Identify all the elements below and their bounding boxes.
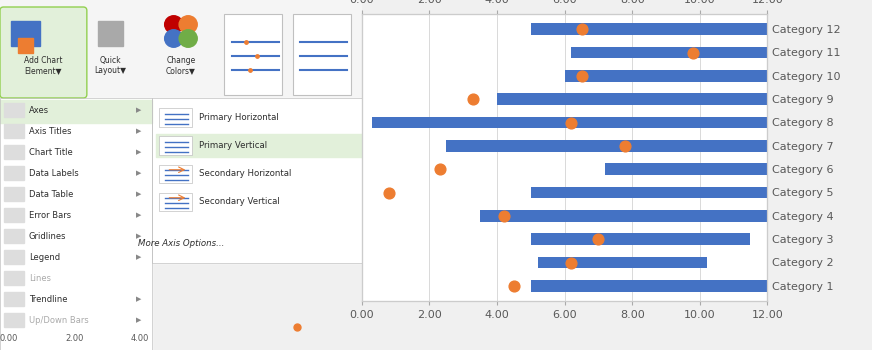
Bar bbox=[3, 145, 24, 159]
Text: ▶: ▶ bbox=[136, 170, 141, 176]
Text: 4.00: 4.00 bbox=[130, 334, 148, 343]
Point bbox=[686, 50, 700, 55]
Bar bbox=[0, 98, 152, 350]
Bar bbox=[531, 23, 767, 35]
Point bbox=[564, 120, 578, 125]
Bar bbox=[152, 98, 362, 262]
Text: Primary Vertical: Primary Vertical bbox=[199, 141, 267, 150]
Text: Data Table: Data Table bbox=[29, 190, 73, 199]
Point bbox=[433, 166, 446, 172]
Bar bbox=[480, 210, 767, 222]
Point bbox=[250, 53, 264, 59]
Bar bbox=[3, 250, 24, 264]
Text: Axis Titles: Axis Titles bbox=[29, 127, 72, 136]
Point bbox=[239, 39, 253, 45]
Bar bbox=[571, 47, 767, 58]
Text: ▶: ▶ bbox=[136, 254, 141, 260]
Point bbox=[497, 213, 511, 219]
Text: Secondary Vertical: Secondary Vertical bbox=[199, 197, 280, 206]
Text: ▶: ▶ bbox=[136, 107, 141, 113]
Point bbox=[242, 67, 256, 73]
Bar bbox=[565, 70, 767, 82]
Point bbox=[382, 190, 396, 195]
Text: Secondary Horizontal: Secondary Horizontal bbox=[199, 169, 291, 178]
Point bbox=[575, 26, 589, 32]
Point bbox=[507, 283, 521, 289]
Bar bbox=[605, 163, 767, 175]
Circle shape bbox=[165, 16, 183, 33]
Text: ▶: ▶ bbox=[136, 233, 141, 239]
Text: Quick
Layout▼: Quick Layout▼ bbox=[94, 56, 126, 75]
FancyBboxPatch shape bbox=[160, 193, 192, 211]
Bar bbox=[98, 21, 123, 46]
Bar bbox=[3, 313, 24, 327]
Text: 0.00: 0.00 bbox=[0, 334, 18, 343]
FancyBboxPatch shape bbox=[160, 108, 192, 127]
Bar bbox=[3, 208, 24, 222]
Bar bbox=[155, 134, 362, 158]
Text: ▶: ▶ bbox=[136, 149, 141, 155]
Text: Change
Colors▼: Change Colors▼ bbox=[166, 56, 196, 75]
Text: ▶: ▶ bbox=[136, 212, 141, 218]
Text: Chart Title: Chart Title bbox=[29, 148, 72, 157]
Text: Data Labels: Data Labels bbox=[29, 169, 78, 178]
Text: ▶: ▶ bbox=[136, 296, 141, 302]
Text: Legend: Legend bbox=[29, 253, 60, 262]
Point bbox=[467, 96, 480, 102]
Bar bbox=[18, 38, 32, 52]
Point bbox=[564, 260, 578, 265]
Bar bbox=[3, 187, 24, 201]
Circle shape bbox=[179, 16, 197, 33]
Bar bbox=[3, 229, 24, 243]
Point bbox=[591, 236, 605, 242]
Bar bbox=[3, 103, 24, 117]
Bar bbox=[531, 187, 767, 198]
Bar bbox=[3, 271, 24, 285]
Bar bbox=[446, 140, 767, 152]
Bar bbox=[372, 117, 767, 128]
Text: 2.00: 2.00 bbox=[65, 334, 84, 343]
FancyBboxPatch shape bbox=[160, 136, 192, 155]
FancyBboxPatch shape bbox=[160, 164, 192, 183]
Bar bbox=[537, 257, 706, 268]
Text: Trendline: Trendline bbox=[29, 295, 67, 304]
Point bbox=[618, 143, 632, 149]
Bar bbox=[152, 98, 362, 262]
Text: More Axis Options...: More Axis Options... bbox=[138, 239, 224, 248]
Bar bbox=[531, 280, 767, 292]
Bar bbox=[10, 21, 40, 46]
Bar bbox=[3, 124, 24, 138]
Text: Gridlines: Gridlines bbox=[29, 232, 66, 241]
Bar bbox=[531, 233, 751, 245]
Bar bbox=[0, 0, 362, 105]
Circle shape bbox=[165, 30, 183, 47]
Text: Error Bars: Error Bars bbox=[29, 211, 72, 220]
Text: Add Chart
Element▼: Add Chart Element▼ bbox=[24, 56, 63, 75]
Text: Axes: Axes bbox=[29, 106, 49, 115]
Bar bbox=[497, 93, 767, 105]
Text: ▶: ▶ bbox=[136, 191, 141, 197]
Point bbox=[575, 73, 589, 79]
Point bbox=[290, 324, 303, 330]
FancyBboxPatch shape bbox=[0, 7, 87, 98]
Bar bbox=[0, 98, 152, 350]
FancyBboxPatch shape bbox=[293, 14, 351, 94]
Text: ▶: ▶ bbox=[136, 128, 141, 134]
Bar bbox=[3, 292, 24, 306]
Text: Up/Down Bars: Up/Down Bars bbox=[29, 316, 89, 325]
Text: ▶: ▶ bbox=[136, 317, 141, 323]
Bar bbox=[0, 100, 152, 122]
Bar bbox=[3, 166, 24, 180]
FancyBboxPatch shape bbox=[224, 14, 283, 94]
Text: Lines: Lines bbox=[29, 274, 51, 283]
Circle shape bbox=[179, 30, 197, 47]
Text: Primary Horizontal: Primary Horizontal bbox=[199, 113, 279, 122]
